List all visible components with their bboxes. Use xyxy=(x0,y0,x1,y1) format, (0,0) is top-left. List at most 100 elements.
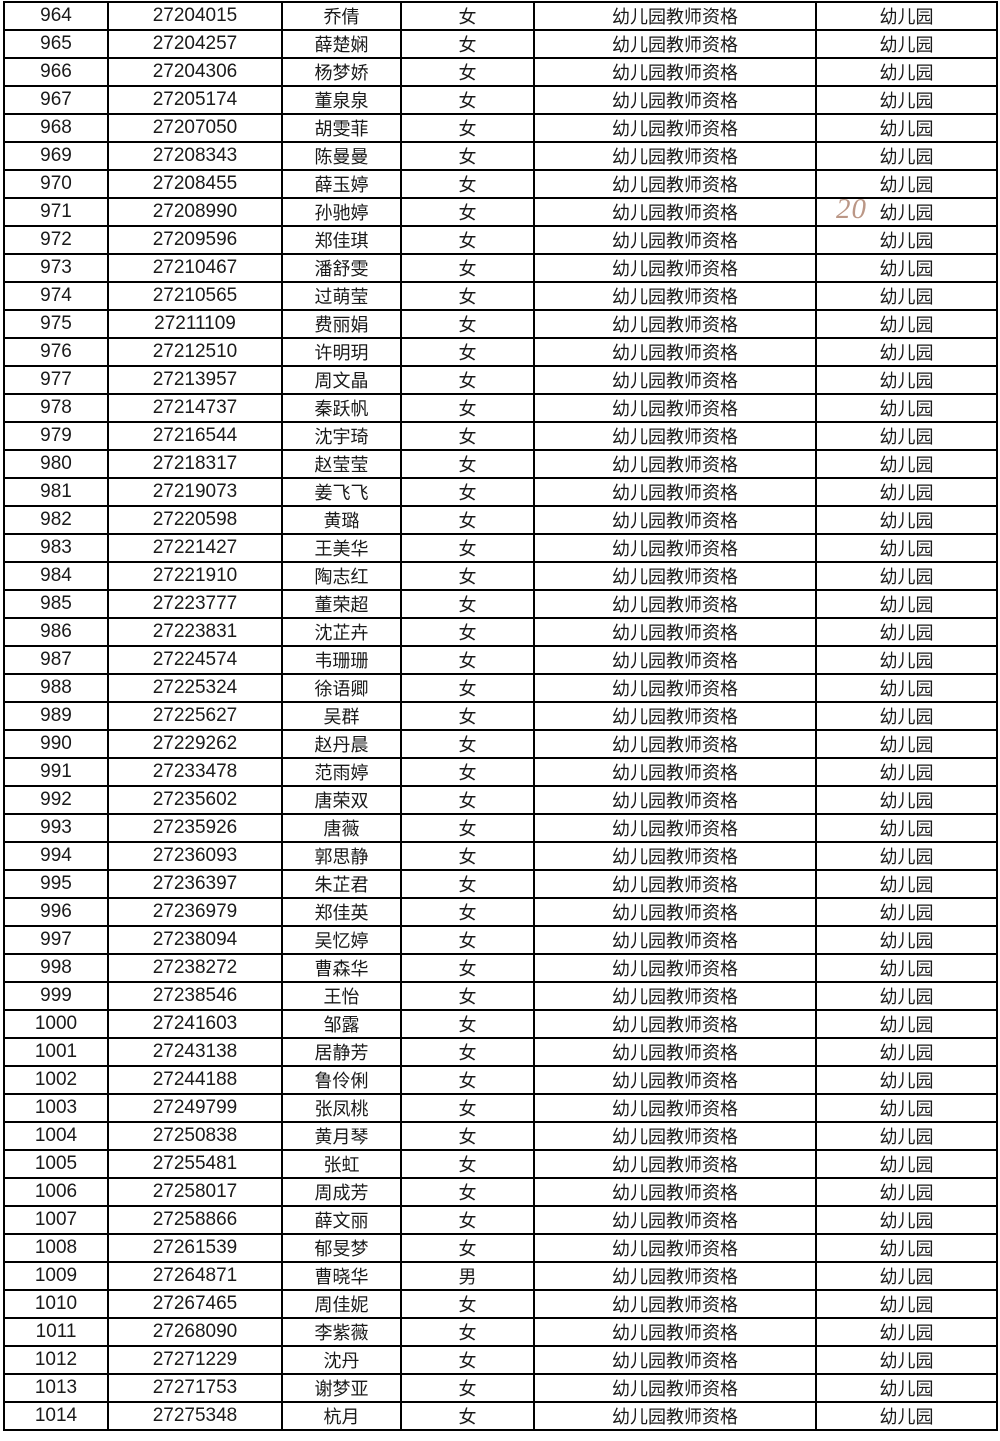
cell-candidate-id: 27258017 xyxy=(107,1177,283,1207)
cell-name: 吴忆婷 xyxy=(281,925,402,955)
table-row: 966 27204306 杨梦娇 女 幼儿园教师资格 幼儿园 xyxy=(3,57,998,87)
cell-category: 幼儿园 xyxy=(815,1037,998,1067)
cell-qualification: 幼儿园教师资格 xyxy=(533,645,817,675)
cell-qualification: 幼儿园教师资格 xyxy=(533,449,817,479)
cell-qualification: 幼儿园教师资格 xyxy=(533,113,817,143)
table-row: 965 27204257 薛楚娴 女 幼儿园教师资格 幼儿园 xyxy=(3,29,998,59)
cell-category: 幼儿园 xyxy=(815,561,998,591)
table-row: 985 27223777 董荣超 女 幼儿园教师资格 幼儿园 xyxy=(3,589,998,619)
cell-gender: 女 xyxy=(400,449,535,479)
cell-qualification: 幼儿园教师资格 xyxy=(533,225,817,255)
cell-gender: 女 xyxy=(400,813,535,843)
table-body: 964 27204015 乔倩 女 幼儿园教师资格 幼儿园 965 272042… xyxy=(3,1,998,1431)
cell-candidate-id: 27223777 xyxy=(107,589,283,619)
cell-name: 谢梦亚 xyxy=(281,1373,402,1403)
cell-name: 郑佳琪 xyxy=(281,225,402,255)
cell-name: 姜飞飞 xyxy=(281,477,402,507)
cell-qualification: 幼儿园教师资格 xyxy=(533,169,817,199)
table-row: 998 27238272 曹森华 女 幼儿园教师资格 幼儿园 xyxy=(3,953,998,983)
cell-qualification: 幼儿园教师资格 xyxy=(533,1,817,31)
table-row: 1011 27268090 李紫薇 女 幼儿园教师资格 幼儿园 xyxy=(3,1317,998,1347)
cell-category: 幼儿园 xyxy=(815,1317,998,1347)
table-row: 1003 27249799 张凤桃 女 幼儿园教师资格 幼儿园 xyxy=(3,1093,998,1123)
cell-gender: 女 xyxy=(400,673,535,703)
cell-gender: 女 xyxy=(400,561,535,591)
cell-name: 黄月琴 xyxy=(281,1121,402,1151)
table-row: 989 27225627 吴群 女 幼儿园教师资格 幼儿园 xyxy=(3,701,998,731)
cell-qualification: 幼儿园教师资格 xyxy=(533,841,817,871)
cell-serial-number: 1003 xyxy=(3,1093,109,1123)
cell-gender: 女 xyxy=(400,253,535,283)
cell-candidate-id: 27236397 xyxy=(107,869,283,899)
cell-serial-number: 980 xyxy=(3,449,109,479)
cell-serial-number: 965 xyxy=(3,29,109,59)
table-row: 983 27221427 王美华 女 幼儿园教师资格 幼儿园 xyxy=(3,533,998,563)
cell-candidate-id: 27235602 xyxy=(107,785,283,815)
cell-gender: 女 xyxy=(400,617,535,647)
cell-serial-number: 999 xyxy=(3,981,109,1011)
cell-candidate-id: 27258866 xyxy=(107,1205,283,1235)
table-row: 988 27225324 徐语卿 女 幼儿园教师资格 幼儿园 xyxy=(3,673,998,703)
cell-serial-number: 989 xyxy=(3,701,109,731)
table-row: 1013 27271753 谢梦亚 女 幼儿园教师资格 幼儿园 xyxy=(3,1373,998,1403)
table-row: 977 27213957 周文晶 女 幼儿园教师资格 幼儿园 xyxy=(3,365,998,395)
cell-gender: 女 xyxy=(400,729,535,759)
cell-category: 幼儿园 xyxy=(815,421,998,451)
cell-serial-number: 1000 xyxy=(3,1009,109,1039)
table-row: 1014 27275348 杭月 女 幼儿园教师资格 幼儿园 xyxy=(3,1401,998,1431)
cell-name: 李紫薇 xyxy=(281,1317,402,1347)
cell-name: 董泉泉 xyxy=(281,85,402,115)
cell-qualification: 幼儿园教师资格 xyxy=(533,757,817,787)
table-row: 982 27220598 黄璐 女 幼儿园教师资格 幼儿园 xyxy=(3,505,998,535)
cell-candidate-id: 27214737 xyxy=(107,393,283,423)
cell-serial-number: 998 xyxy=(3,953,109,983)
cell-gender: 女 xyxy=(400,925,535,955)
cell-candidate-id: 27216544 xyxy=(107,421,283,451)
cell-name: 薛楚娴 xyxy=(281,29,402,59)
cell-name: 郑佳英 xyxy=(281,897,402,927)
cell-name: 费丽娟 xyxy=(281,309,402,339)
cell-gender: 女 xyxy=(400,393,535,423)
cell-name: 潘舒雯 xyxy=(281,253,402,283)
cell-category: 幼儿园 xyxy=(815,729,998,759)
table-row: 973 27210467 潘舒雯 女 幼儿园教师资格 幼儿园 xyxy=(3,253,998,283)
cell-qualification: 幼儿园教师资格 xyxy=(533,1289,817,1319)
cell-serial-number: 993 xyxy=(3,813,109,843)
cell-qualification: 幼儿园教师资格 xyxy=(533,1317,817,1347)
table-row: 970 27208455 薛玉婷 女 幼儿园教师资格 幼儿园 xyxy=(3,169,998,199)
cell-gender: 女 xyxy=(400,169,535,199)
cell-candidate-id: 27271753 xyxy=(107,1373,283,1403)
cell-name: 王美华 xyxy=(281,533,402,563)
cell-candidate-id: 27243138 xyxy=(107,1037,283,1067)
table-row: 976 27212510 许明玥 女 幼儿园教师资格 幼儿园 xyxy=(3,337,998,367)
table-row: 994 27236093 郭思静 女 幼儿园教师资格 幼儿园 xyxy=(3,841,998,871)
cell-qualification: 幼儿园教师资格 xyxy=(533,421,817,451)
cell-candidate-id: 27238094 xyxy=(107,925,283,955)
table-row: 1002 27244188 鲁伶俐 女 幼儿园教师资格 幼儿园 xyxy=(3,1065,998,1095)
table-row: 992 27235602 唐荣双 女 幼儿园教师资格 幼儿园 xyxy=(3,785,998,815)
cell-gender: 女 xyxy=(400,981,535,1011)
cell-category: 幼儿园 xyxy=(815,1373,998,1403)
cell-gender: 女 xyxy=(400,1065,535,1095)
cell-serial-number: 990 xyxy=(3,729,109,759)
cell-gender: 女 xyxy=(400,281,535,311)
table-row: 997 27238094 吴忆婷 女 幼儿园教师资格 幼儿园 xyxy=(3,925,998,955)
cell-serial-number: 987 xyxy=(3,645,109,675)
cell-category: 幼儿园 xyxy=(815,113,998,143)
cell-gender: 女 xyxy=(400,1317,535,1347)
cell-category: 幼儿园 xyxy=(815,617,998,647)
cell-candidate-id: 27267465 xyxy=(107,1289,283,1319)
cell-serial-number: 984 xyxy=(3,561,109,591)
cell-qualification: 幼儿园教师资格 xyxy=(533,1177,817,1207)
cell-candidate-id: 27223831 xyxy=(107,617,283,647)
cell-candidate-id: 27244188 xyxy=(107,1065,283,1095)
cell-gender: 女 xyxy=(400,1289,535,1319)
cell-category: 幼儿园 xyxy=(815,449,998,479)
cell-qualification: 幼儿园教师资格 xyxy=(533,393,817,423)
cell-gender: 女 xyxy=(400,477,535,507)
cell-name: 赵丹晨 xyxy=(281,729,402,759)
cell-serial-number: 970 xyxy=(3,169,109,199)
cell-candidate-id: 27235926 xyxy=(107,813,283,843)
cell-qualification: 幼儿园教师资格 xyxy=(533,505,817,535)
cell-name: 乔倩 xyxy=(281,1,402,31)
